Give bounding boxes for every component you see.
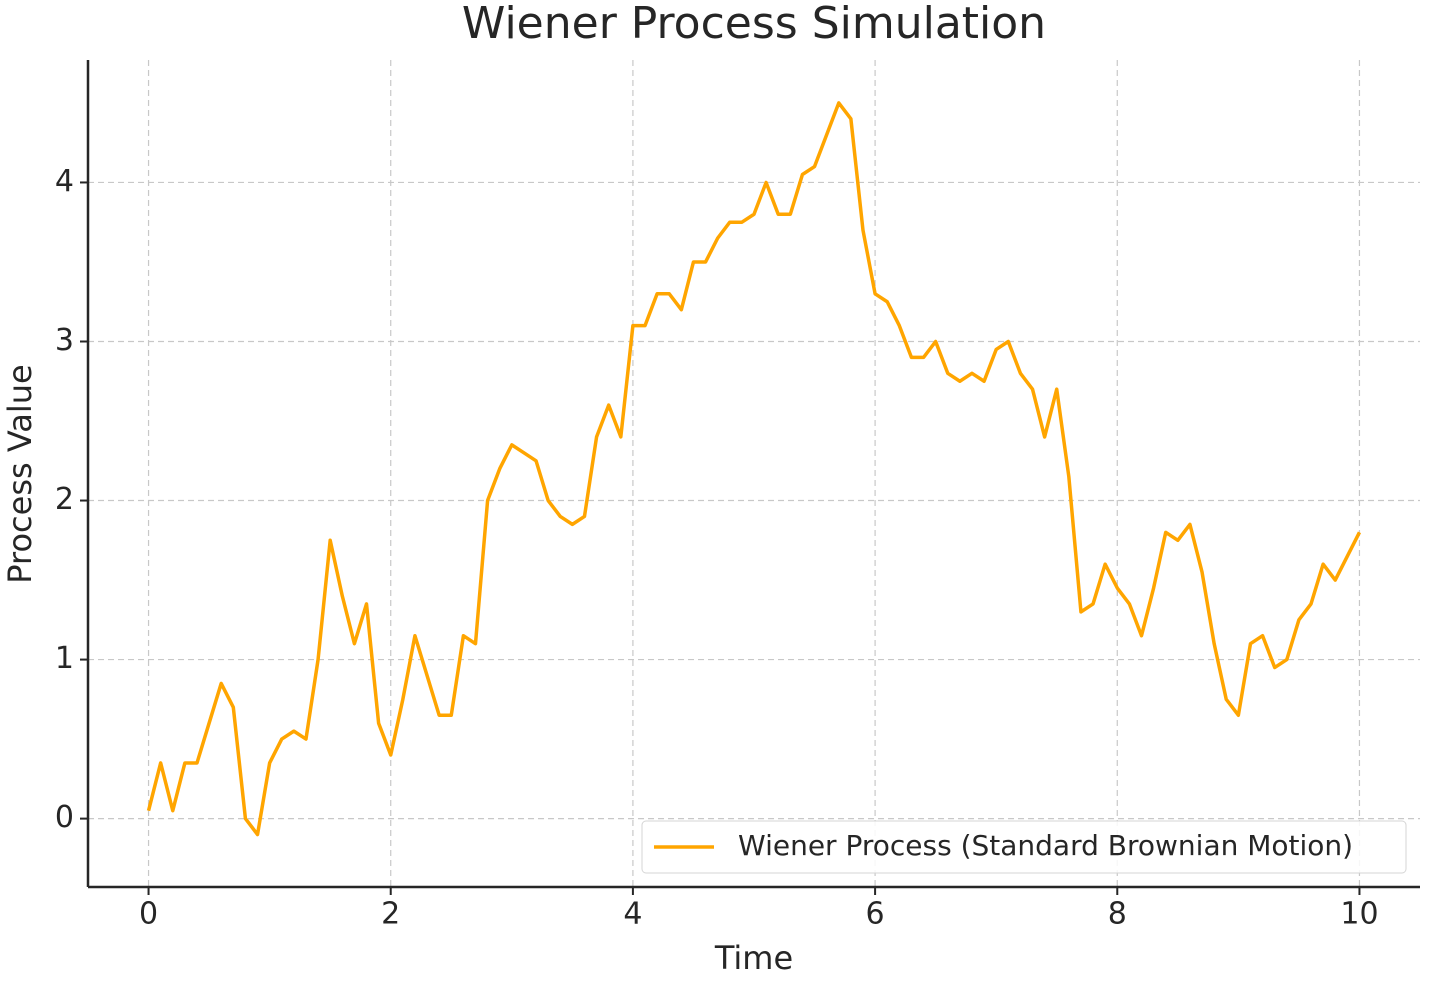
- y-tick-label: 4: [55, 164, 74, 199]
- y-tick-label: 2: [55, 482, 74, 517]
- data-line: [146, 101, 1362, 837]
- y-axis-label: Process Value: [1, 364, 39, 583]
- legend-label: Wiener Process (Standard Brownian Motion…: [738, 829, 1353, 862]
- y-tick-label: 1: [55, 641, 74, 676]
- x-axis-label: Time: [714, 939, 793, 977]
- chart-title: Wiener Process Simulation: [462, 0, 1046, 49]
- legend-box: [641, 820, 1407, 874]
- legend: Wiener Process (Standard Brownian Motion…: [641, 820, 1407, 874]
- x-tick-label: 6: [866, 897, 885, 932]
- x-tick-label: 4: [623, 897, 642, 932]
- x-tick-label: 0: [139, 897, 158, 932]
- x-tick-label: 8: [1108, 897, 1127, 932]
- y-tick-label: 0: [55, 800, 74, 835]
- y-tick-label: 3: [55, 323, 74, 358]
- x-tick-label: 10: [1340, 897, 1378, 932]
- x-tick-label: 2: [381, 897, 400, 932]
